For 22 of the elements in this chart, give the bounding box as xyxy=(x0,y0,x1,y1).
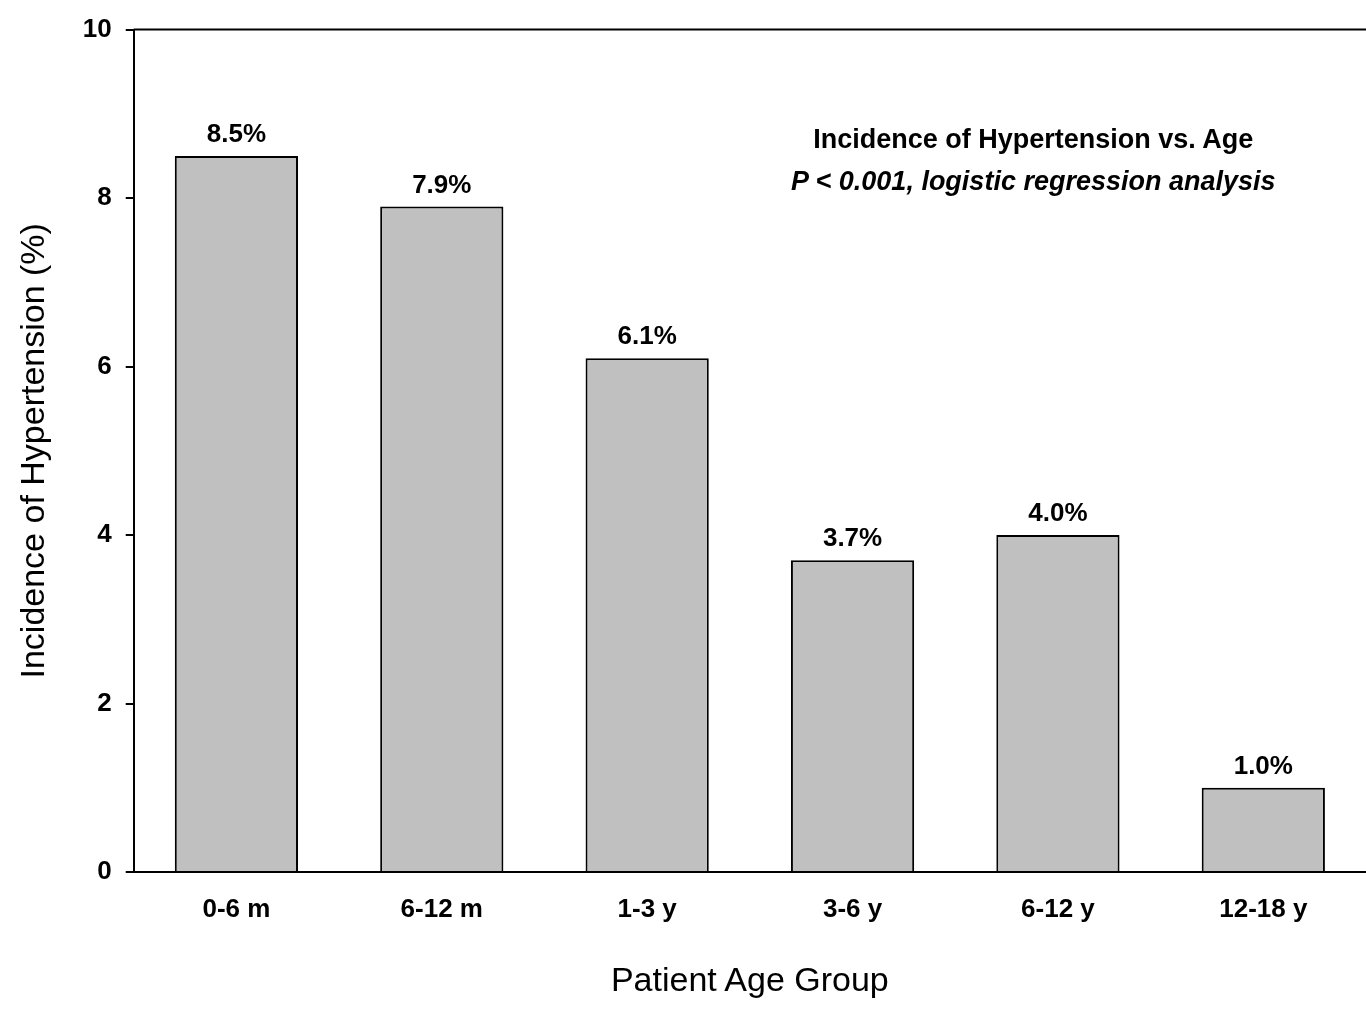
y-axis-title: Incidence of Hypertension (%) xyxy=(12,223,51,679)
data-label: 4.0% xyxy=(1028,497,1088,528)
y-tick-label: 2 xyxy=(97,686,112,717)
y-tick-label: 4 xyxy=(97,518,113,549)
data-label: 3.7% xyxy=(822,522,883,553)
data-label: 1.0% xyxy=(1233,749,1293,780)
annotation: Incidence of Hypertension vs. Age xyxy=(813,124,1254,155)
y-tick-label: 6 xyxy=(97,349,112,380)
x-axis-title: Patient Age Group xyxy=(610,959,889,998)
x-tick-label: 0-6 m xyxy=(202,892,271,923)
y-tick-label: 8 xyxy=(97,181,112,212)
x-tick-label: 3-6 y xyxy=(822,892,883,923)
x-tick-label: 1-3 y xyxy=(617,892,678,923)
data-label: 8.5% xyxy=(206,118,267,149)
x-tick-label: 6-12 y xyxy=(1021,892,1096,923)
y-tick-label: 10 xyxy=(82,12,112,43)
annotation: P < 0.001, logistic regression analysis xyxy=(791,166,1276,197)
x-tick-label: 6-12 m xyxy=(400,892,483,923)
y-tick-label: 0 xyxy=(97,855,112,886)
data-label: 6.1% xyxy=(617,320,677,351)
x-tick-label: 12-18 y xyxy=(1219,892,1308,923)
data-label: 7.9% xyxy=(412,168,472,199)
